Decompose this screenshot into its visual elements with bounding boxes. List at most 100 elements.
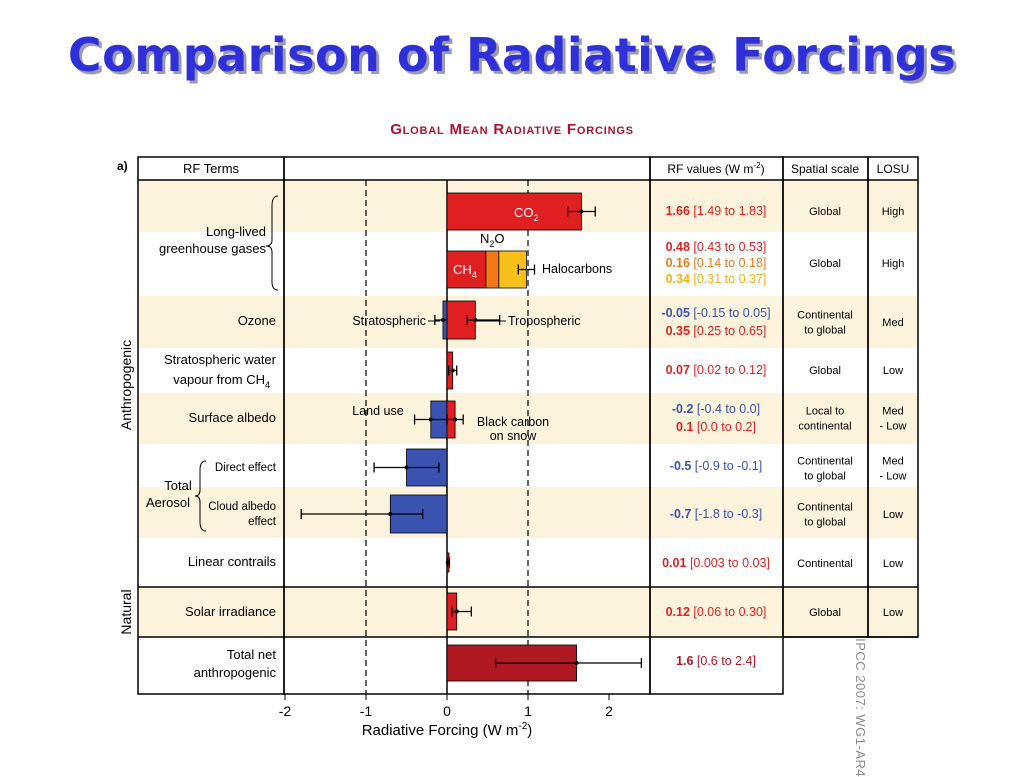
best-estimate-dot xyxy=(388,512,393,516)
n2o-label-n: N xyxy=(480,231,489,246)
x-tick-label: 2 xyxy=(605,703,613,719)
term-strat-water-2: vapour from CH4 xyxy=(173,372,270,390)
term-strat-water-2-text: vapour from CH xyxy=(173,372,265,387)
term-direct-effect: Direct effect xyxy=(215,462,277,474)
best-estimate-dot xyxy=(428,417,433,422)
rf-value: -0.5 [-0.9 to -0.1] xyxy=(670,459,762,473)
group-label-greenhouse-gases: greenhouse gases xyxy=(159,241,266,256)
rf-value-best: 0.34 xyxy=(666,272,690,286)
rf-value: -0.05 [-0.15 to 0.05] xyxy=(661,306,770,320)
best-estimate-dot xyxy=(440,318,445,322)
spatial-scale-value: Continental xyxy=(797,502,853,514)
rf-value-range: [-1.8 to -0.3] xyxy=(691,507,762,521)
stratospheric-label: Stratospheric xyxy=(352,314,426,328)
error-bar-halocarbons-total xyxy=(517,264,536,275)
natural-label: Natural xyxy=(118,589,134,634)
losu-column: High High Med Low Med - Low Med - Low Low Low Low xyxy=(880,206,907,619)
x-tick-label: -2 xyxy=(279,703,292,719)
losu-value: Med xyxy=(882,456,903,468)
spatial-scale-value: to global xyxy=(804,471,846,483)
table-grid xyxy=(137,156,919,695)
bar-co2 xyxy=(446,192,582,231)
rf-value-range: [0.6 to 2.4] xyxy=(693,654,756,668)
error-bar-ozone-tropospheric- xyxy=(466,315,501,325)
spatial-scale-value: Local to xyxy=(806,406,845,418)
rf-value: 0.35 [0.25 to 0.65] xyxy=(666,324,767,338)
rf-value-best: -0.7 xyxy=(670,507,692,521)
header-losu: LOSU xyxy=(877,162,910,176)
losu-value: - Low xyxy=(880,421,907,433)
error-bar-total-net-anthropogenic xyxy=(494,658,643,668)
rf-value: 0.48 [0.43 to 0.53] xyxy=(666,240,767,254)
rf-value: 1.6 [0.6 to 2.4] xyxy=(676,654,756,668)
rf-value: 0.34 [0.31 to 0.37] xyxy=(666,272,767,286)
rf-value-best: -0.05 xyxy=(661,306,690,320)
term-solar-irradiance: Solar irradiance xyxy=(185,604,276,619)
spatial-scale-value: Global xyxy=(809,206,841,218)
header-rf-values-sup: -2 xyxy=(753,161,761,170)
x-axis-label-sup: -2 xyxy=(518,721,527,732)
n2o-label-sub: 2 xyxy=(489,239,494,249)
term-total-net-2: anthropogenic xyxy=(194,665,277,680)
header-rf-values-end: ) xyxy=(761,162,765,176)
losu-value: - Low xyxy=(880,471,907,483)
best-estimate-dot xyxy=(453,417,458,422)
rf-value: 0.01 [0.003 to 0.03] xyxy=(662,556,770,570)
spatial-scale-value: Global xyxy=(809,365,841,377)
n2o-label-o: O xyxy=(494,231,504,246)
rf-value-range: [0.0 to 0.2] xyxy=(693,420,756,434)
rf-value-best: 0.16 xyxy=(666,256,690,270)
rf-value-range: [0.25 to 0.65] xyxy=(690,324,766,338)
losu-value: Med xyxy=(882,317,903,329)
ch4-label-text: CH xyxy=(453,262,472,277)
rf-value-range: [0.06 to 0.30] xyxy=(690,605,766,619)
best-estimate-dot xyxy=(445,560,450,565)
rf-value-best: 0.07 xyxy=(666,363,690,377)
x-tick-label: 0 xyxy=(443,703,451,719)
losu-value: Low xyxy=(883,558,903,570)
losu-value: Med xyxy=(882,406,903,418)
header-rf-terms: RF Terms xyxy=(183,161,240,176)
land-use-label: Land use xyxy=(352,404,403,418)
rf-value-best: 0.35 xyxy=(666,324,690,338)
rf-value: 0.1 [0.0 to 0.2] xyxy=(676,420,756,434)
rf-value-range: [0.003 to 0.03] xyxy=(686,556,769,570)
spatial-scale-value: to global xyxy=(804,325,846,337)
best-estimate-dot xyxy=(454,609,459,614)
rf-value: -0.7 [-1.8 to -0.3] xyxy=(670,507,762,521)
co2-label-text: CO xyxy=(514,205,534,220)
halocarbons-label: Halocarbons xyxy=(542,262,612,276)
term-strat-water-2-sub: 4 xyxy=(265,380,270,390)
spatial-scale-value: Continental xyxy=(797,456,853,468)
rf-value-range: [-0.4 to 0.0] xyxy=(693,402,760,416)
rf-value-best: 1.6 xyxy=(676,654,693,668)
x-axis-label: Radiative Forcing (W m-2) xyxy=(362,721,533,739)
co2-label: CO2 xyxy=(514,205,539,223)
header-rf-values: RF values (W m-2) xyxy=(667,161,764,176)
rf-value: -0.2 [-0.4 to 0.0] xyxy=(672,402,760,416)
rf-value-best: 0.12 xyxy=(666,605,690,619)
header-spatial-scale: Spatial scale xyxy=(791,162,859,176)
term-surface-albedo: Surface albedo xyxy=(189,410,276,425)
term-total-net-1: Total net xyxy=(227,647,277,662)
term-linear-contrails: Linear contrails xyxy=(188,554,277,569)
plot-area xyxy=(300,180,643,694)
term-cloud-albedo-1: Cloud albedo xyxy=(208,501,276,513)
term-labels: Long-lived greenhouse gases Ozone Strato… xyxy=(146,195,279,680)
spatial-scale-value: Global xyxy=(809,258,841,270)
x-axis: -2 -1 0 1 2 xyxy=(279,694,613,719)
rf-value-range: [0.14 to 0.18] xyxy=(690,256,766,270)
group-label-aerosol: Aerosol xyxy=(146,495,190,510)
best-estimate-dot xyxy=(574,661,579,665)
rf-value-range: [0.43 to 0.53] xyxy=(690,240,766,254)
losu-value: High xyxy=(882,258,905,270)
spatial-scale-value: continental xyxy=(798,421,851,433)
error-bar-cloud-albedo-effect xyxy=(300,509,424,519)
best-estimate-dot xyxy=(450,368,455,373)
black-carbon-label-2: on snow xyxy=(490,429,538,443)
rf-value-range: [0.31 to 0.37] xyxy=(690,272,766,286)
group-label-long-lived: Long-lived xyxy=(206,224,266,239)
term-ozone: Ozone xyxy=(238,313,276,328)
co2-label-sub: 2 xyxy=(534,213,539,223)
